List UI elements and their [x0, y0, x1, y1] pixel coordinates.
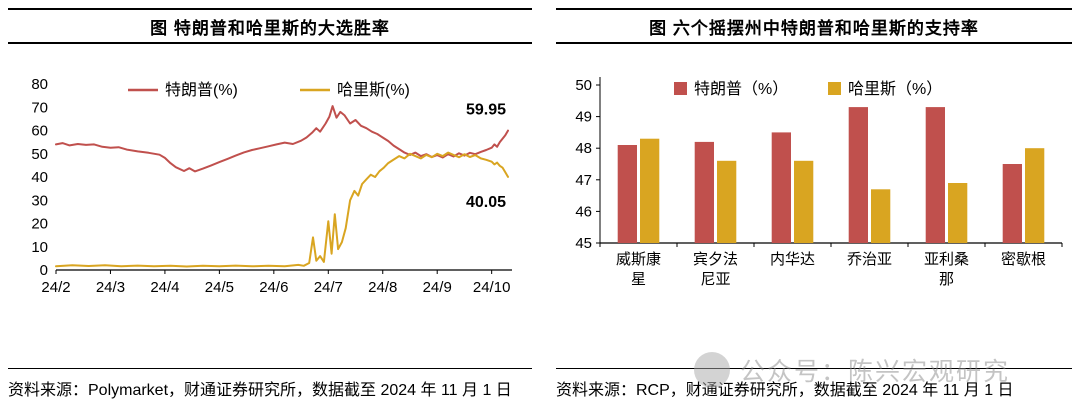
left-source-note: 资料来源：Polymarket，财通证券研究所，数据截至 2024 年 11 月… — [8, 367, 532, 404]
x-axis-label: 24/7 — [314, 279, 343, 296]
harris-end-value: 40.05 — [466, 194, 506, 211]
y-axis-label: 70 — [31, 99, 48, 116]
x-axis-label: 24/8 — [368, 279, 397, 296]
x-axis-label: 24/10 — [473, 279, 511, 296]
right-chart-title: 图 六个摇摆州中特朗普和哈里斯的支持率 — [556, 8, 1072, 44]
right-source-text: 资料来源：RCP，财通证券研究所，数据截至 2024 年 11 月 1 日 — [556, 381, 1014, 399]
category-label: 内华达 — [754, 250, 831, 291]
y-axis-label: 80 — [31, 76, 48, 93]
category-label: 亚利桑那 — [908, 250, 985, 291]
left-source-text: 资料来源：Polymarket，财通证券研究所，数据截至 2024 年 11 月… — [8, 381, 512, 399]
swing-state-bar-chart: 45 46 47 48 49 50 特朗普（%） 哈里斯（%） — [575, 77, 1063, 250]
trump-bar — [925, 107, 945, 243]
y-axis-label: 40 — [31, 169, 48, 186]
panel-election-win-probability: 图 特朗普和哈里斯的大选胜率 0 10 20 30 40 50 60 70 80 24/2 24/3… — [8, 8, 532, 404]
legend-label: 哈里斯(%) — [337, 81, 410, 99]
left-chart-title-text: 图 特朗普和哈里斯的大选胜率 — [150, 18, 390, 38]
x-axis-label: 24/6 — [259, 279, 288, 296]
trump-bar — [771, 132, 791, 243]
right-chart-title-text: 图 六个摇摆州中特朗普和哈里斯的支持率 — [649, 18, 979, 38]
category-label-text: 威斯康星 — [615, 251, 661, 289]
category-label-text: 亚利桑那 — [923, 251, 969, 289]
y-axis-label: 50 — [31, 146, 48, 163]
y-axis-label: 60 — [31, 123, 48, 140]
y-axis-label: 20 — [31, 216, 48, 233]
x-axis-label: 24/2 — [41, 279, 70, 296]
harris-line — [55, 151, 509, 268]
y-axis-label: 48 — [575, 140, 592, 157]
legend-swatch — [674, 82, 687, 95]
category-label: 宾夕法尼亚 — [677, 250, 754, 291]
right-source-note: 资料来源：RCP，财通证券研究所，数据截至 2024 年 11 月 1 日 — [556, 367, 1072, 404]
x-axis-label: 24/5 — [205, 279, 234, 296]
legend-label: 特朗普（%） — [694, 80, 788, 98]
category-label-text: 内华达 — [769, 251, 815, 268]
harris-bar — [948, 183, 968, 243]
y-axis-label: 50 — [575, 77, 592, 94]
legend-label: 哈里斯（%） — [848, 80, 942, 98]
category-label: 乔治亚 — [831, 250, 908, 291]
y-axis-label: 45 — [575, 235, 592, 250]
legend-swatch — [828, 82, 841, 95]
category-label: 密歇根 — [985, 250, 1062, 291]
x-axis-label: 24/3 — [96, 279, 125, 296]
y-axis-label: 49 — [575, 109, 592, 126]
y-axis-label: 0 — [40, 262, 48, 279]
bar-category-labels: 威斯康星 宾夕法尼亚 内华达 乔治亚 亚利桑那 密歇根 — [556, 250, 1072, 291]
trump-end-value: 59.95 — [466, 102, 506, 119]
harris-bar — [794, 160, 814, 243]
x-axis-label: 24/9 — [423, 279, 452, 296]
category-label-text: 密歇根 — [1000, 251, 1046, 268]
harris-bar — [871, 189, 891, 243]
trump-bar — [617, 145, 637, 243]
trump-bar — [1002, 164, 1022, 243]
y-axis-label: 46 — [575, 203, 592, 220]
category-label-text: 乔治亚 — [846, 251, 892, 268]
harris-bar — [1025, 148, 1045, 243]
panel-swing-state-support: 图 六个摇摆州中特朗普和哈里斯的支持率 45 46 47 48 49 50 特朗普（%） 哈里… — [556, 8, 1072, 404]
left-chart-title: 图 特朗普和哈里斯的大选胜率 — [8, 8, 532, 44]
harris-bar — [640, 138, 660, 243]
y-axis-label: 10 — [31, 239, 48, 256]
trump-bar — [848, 107, 868, 243]
harris-bar — [717, 160, 737, 243]
category-label: 威斯康星 — [600, 250, 677, 291]
y-axis-label: 47 — [575, 172, 592, 189]
election-win-line-chart: 0 10 20 30 40 50 60 70 80 24/2 24/3 24/4 24/5 24/6 24/… — [31, 76, 512, 296]
trump-bar — [694, 141, 714, 243]
trump-line — [55, 105, 509, 173]
y-axis-label: 30 — [31, 192, 48, 209]
x-axis-label: 24/4 — [150, 279, 179, 296]
category-label-text: 宾夕法尼亚 — [692, 251, 738, 289]
legend-label: 特朗普(%) — [165, 81, 238, 99]
